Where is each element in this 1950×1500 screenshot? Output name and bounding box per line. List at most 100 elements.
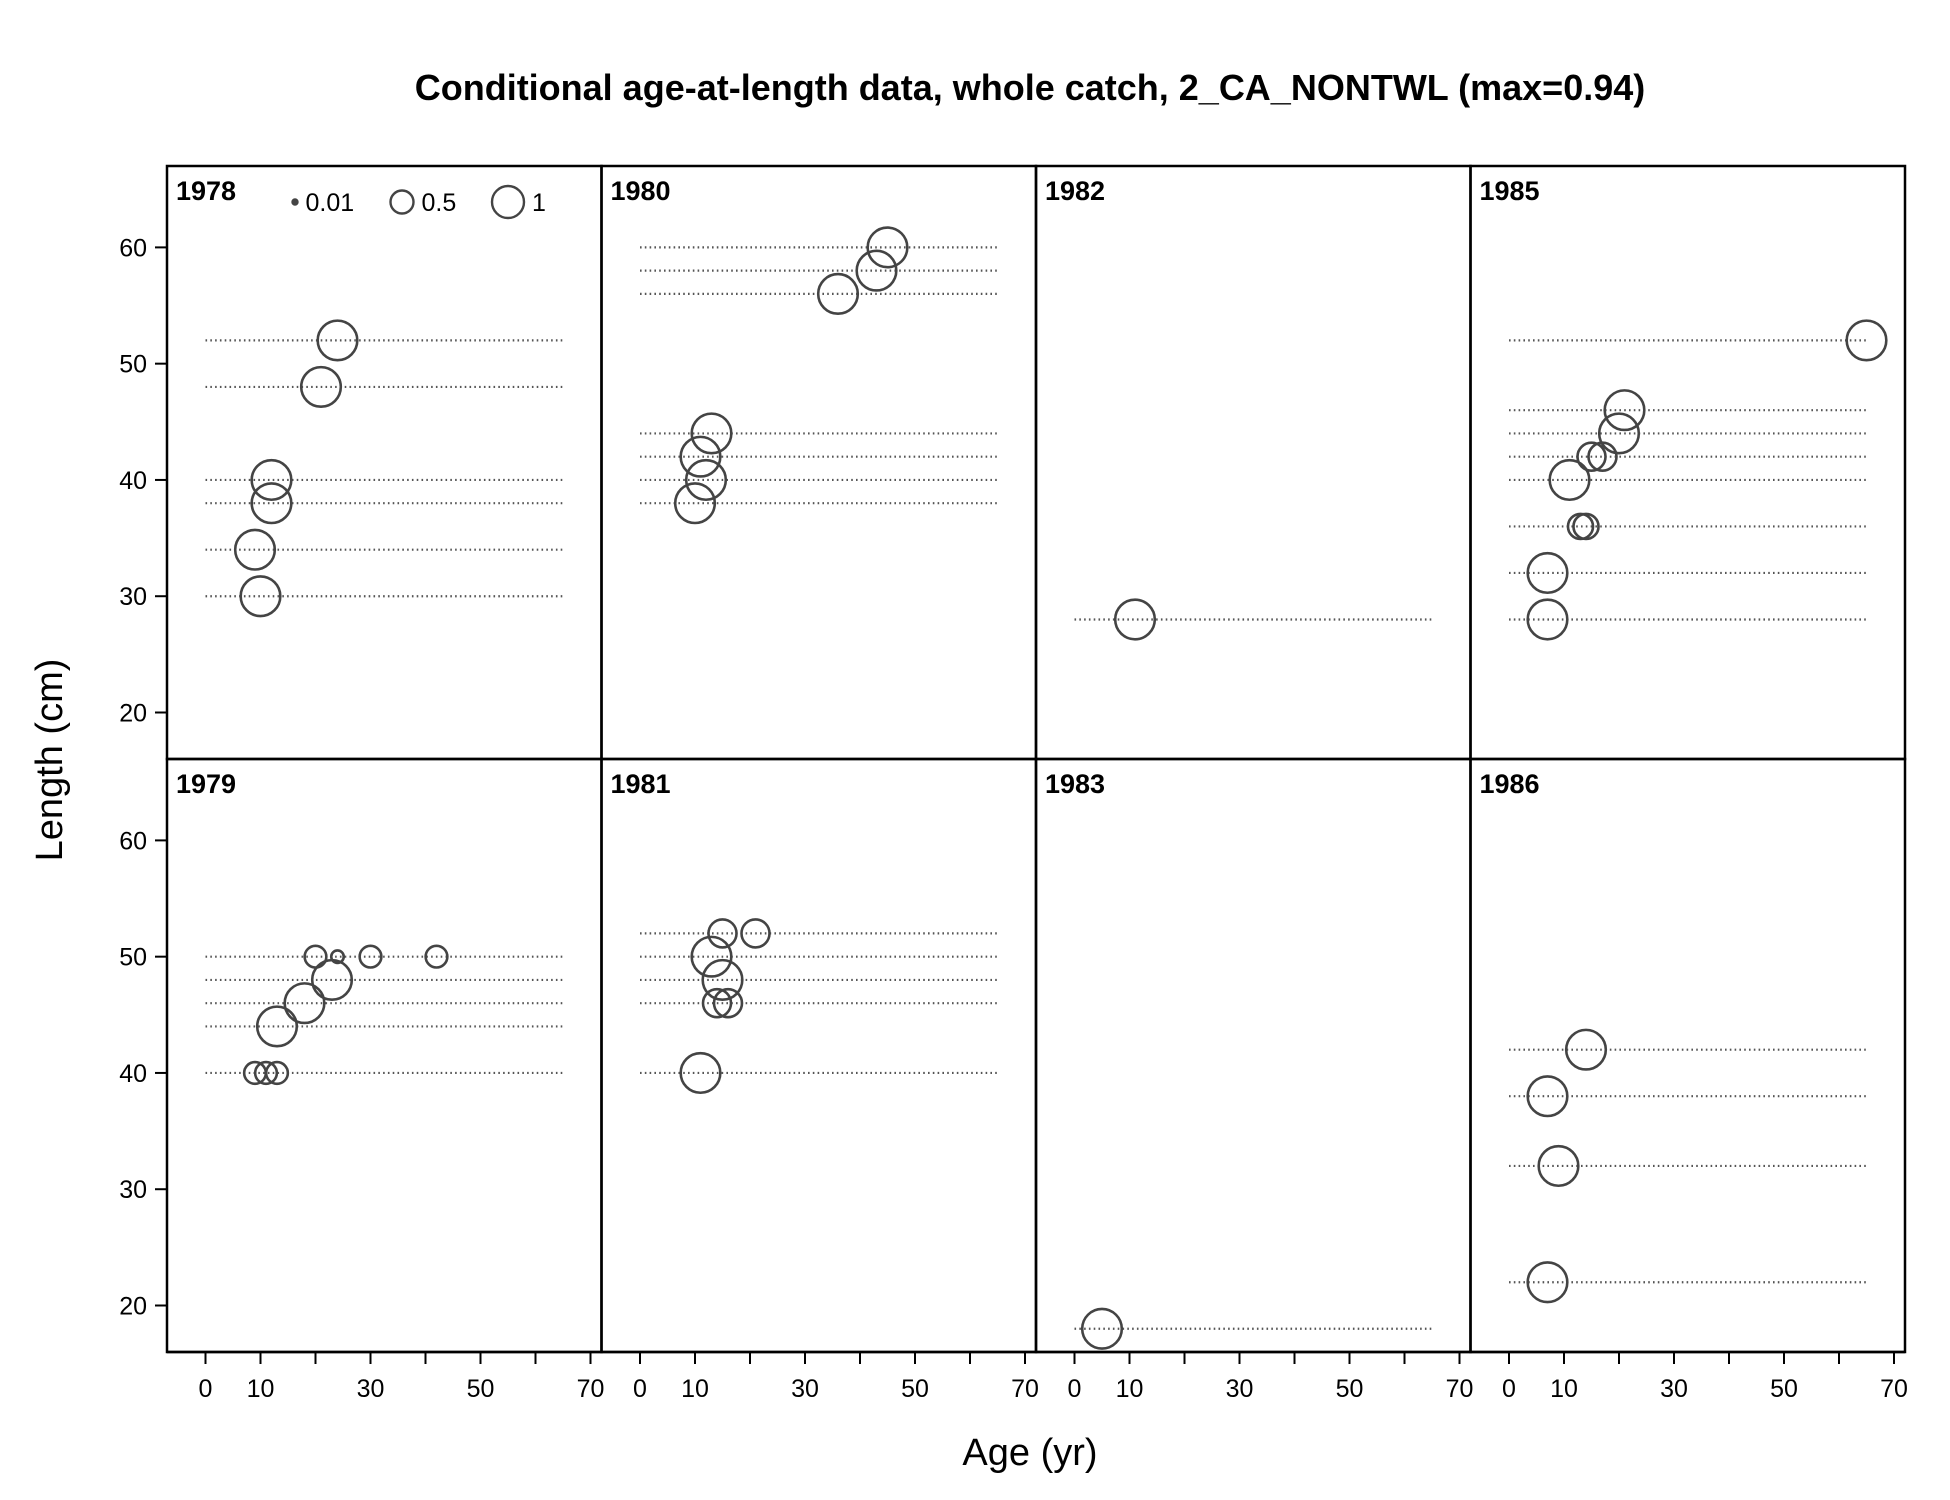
x-tick-label: 70: [1011, 1375, 1039, 1403]
x-tick-label: 30: [1660, 1375, 1688, 1403]
data-point: [1080, 1307, 1124, 1350]
panel-1980: 1980: [611, 176, 998, 525]
plot-area: 1978 1980 1982 1985 1979 1981 1983 1986 20 30 40 50…: [119, 164, 1908, 1403]
panel-1986: 1986: [1480, 769, 1867, 1304]
data-point: [1526, 598, 1569, 641]
x-tick-label: 50: [1770, 1375, 1798, 1403]
x-tick-label: 30: [357, 1375, 385, 1403]
x-tick-label: 0: [633, 1375, 647, 1403]
x-tick-label: 10: [681, 1375, 709, 1403]
y-tick-label: 20: [119, 1292, 147, 1320]
y-tick-label: 50: [119, 351, 147, 379]
data-point: [283, 982, 326, 1025]
legend-marker: [389, 189, 415, 215]
legend: 0.01 0.5 1: [291, 184, 546, 220]
panel-year-label: 1978: [176, 176, 236, 206]
y-axis-title: Length (cm): [29, 659, 71, 862]
y-tick-label: 40: [119, 467, 147, 495]
y-tick-label: 50: [119, 944, 147, 972]
panel-1983: 1983: [1045, 769, 1432, 1350]
x-tick-label: 0: [1068, 1375, 1082, 1403]
x-tick-label: 70: [1446, 1375, 1474, 1403]
data-point: [679, 1051, 722, 1095]
panel-1978: 1978: [176, 176, 563, 618]
data-point: [1603, 389, 1646, 432]
data-point: [329, 949, 346, 965]
data-point: [1564, 1028, 1608, 1071]
x-tick-label: 0: [199, 1375, 213, 1403]
data-point: [690, 935, 733, 978]
data-point: [264, 1060, 290, 1086]
panel-year-label: 1979: [176, 769, 236, 799]
panel-year-label: 1985: [1480, 176, 1540, 206]
y-tick-label: 40: [119, 1060, 147, 1088]
data-point: [1576, 441, 1607, 472]
panel-year-label: 1986: [1480, 769, 1540, 799]
panel-1985: 1985: [1480, 176, 1888, 641]
data-point: [1572, 512, 1600, 541]
chart-title: Conditional age-at-length data, whole ca…: [415, 67, 1646, 108]
x-tick-label: 50: [1336, 1375, 1364, 1403]
panel-1981: 1981: [611, 769, 998, 1095]
data-point: [690, 412, 733, 455]
panel-1979: 1979: [176, 769, 563, 1086]
x-axis-title: Age (yr): [962, 1432, 1097, 1474]
data-point: [679, 435, 722, 478]
x-tick-label: 70: [577, 1375, 605, 1403]
data-point: [250, 458, 293, 502]
data-point: [250, 482, 293, 525]
data-point: [303, 944, 328, 969]
x-tick-label: 10: [1550, 1375, 1578, 1403]
data-point: [255, 1005, 299, 1048]
x-tick-label: 70: [1880, 1375, 1908, 1403]
data-point: [684, 458, 728, 502]
data-point: [424, 944, 449, 969]
x-tick-label: 30: [791, 1375, 819, 1403]
y-tick-label: 60: [119, 234, 147, 262]
legend-marker: [291, 198, 299, 206]
data-point: [701, 958, 744, 1002]
data-point: [1845, 319, 1888, 362]
data-point: [1526, 1261, 1569, 1304]
data-point: [299, 365, 343, 409]
panel-year-label: 1982: [1045, 176, 1105, 206]
data-point: [316, 319, 359, 362]
panel-1982: 1982: [1045, 176, 1432, 641]
data-point: [855, 249, 898, 292]
data-point: [707, 918, 738, 949]
data-point: [1548, 458, 1591, 502]
legend-label: 0.01: [306, 189, 355, 217]
legend-marker: [490, 184, 526, 220]
panel-year-label: 1980: [611, 176, 671, 206]
data-point: [233, 528, 277, 571]
y-tick-label: 60: [119, 827, 147, 855]
x-tick-label: 10: [247, 1375, 275, 1403]
x-tick-label: 30: [1226, 1375, 1254, 1403]
x-tick-label: 10: [1116, 1375, 1144, 1403]
data-point: [1526, 551, 1569, 595]
data-point: [1526, 1075, 1569, 1118]
data-point: [1537, 1144, 1580, 1188]
data-point: [239, 575, 282, 618]
data-point: [816, 272, 860, 316]
data-point: [253, 1060, 279, 1086]
x-tick-label: 0: [1502, 1375, 1516, 1403]
x-tick-label: 50: [901, 1375, 929, 1403]
data-point: [1597, 412, 1641, 455]
legend-label: 1: [532, 189, 546, 217]
data-point: [701, 987, 733, 1019]
data-point: [866, 226, 909, 269]
y-tick-label: 20: [119, 699, 147, 727]
panel-year-label: 1983: [1045, 769, 1105, 799]
y-tick-label: 30: [119, 1176, 147, 1204]
data-point: [358, 944, 383, 969]
data-point: [740, 918, 771, 949]
legend-label: 0.5: [422, 189, 457, 217]
data-point: [673, 482, 717, 525]
panel-year-label: 1981: [611, 769, 671, 799]
y-tick-label: 30: [119, 583, 147, 611]
data-point: [1113, 598, 1157, 641]
x-tick-label: 50: [467, 1375, 495, 1403]
